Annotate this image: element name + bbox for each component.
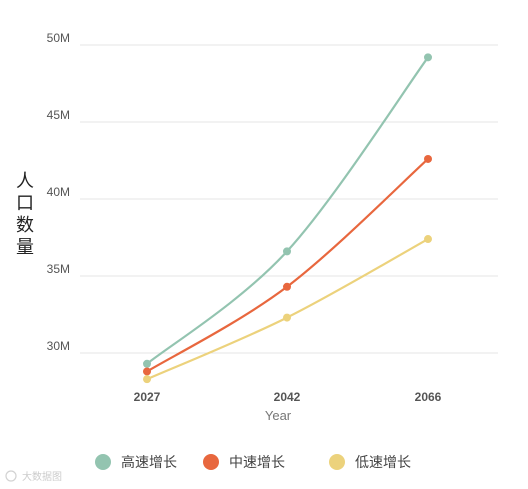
series-group bbox=[143, 53, 432, 384]
grid-lines bbox=[80, 44, 498, 354]
data-point bbox=[283, 282, 291, 291]
x-axis-ticks: 2027 2042 2066 bbox=[134, 390, 442, 404]
y-axis-title-char: 口 bbox=[16, 193, 34, 214]
y-tick-label: 40M bbox=[47, 185, 70, 199]
legend: 高速增长 中速增长 低速增长 bbox=[95, 454, 411, 471]
data-point bbox=[424, 53, 432, 62]
series-line bbox=[145, 237, 430, 381]
data-point bbox=[143, 359, 151, 368]
data-point bbox=[143, 375, 151, 384]
y-axis-title-char: 人 bbox=[16, 171, 34, 192]
y-axis-title-char: 数 bbox=[16, 215, 34, 236]
watermark: 大数据图 bbox=[5, 470, 62, 483]
x-tick-label: 2027 bbox=[134, 390, 161, 404]
legend-swatch bbox=[203, 454, 219, 470]
legend-swatch bbox=[329, 454, 345, 470]
x-axis-title: Year bbox=[265, 408, 292, 423]
y-tick-label: 45M bbox=[47, 108, 70, 122]
y-tick-label: 50M bbox=[47, 31, 70, 45]
y-axis-ticks: 30M 35M 40M 45M 50M bbox=[47, 31, 70, 353]
y-tick-label: 35M bbox=[47, 262, 70, 276]
data-point bbox=[283, 247, 291, 256]
y-tick-label: 30M bbox=[47, 339, 70, 353]
data-point bbox=[283, 313, 291, 322]
legend-label: 高速增长 bbox=[121, 454, 177, 471]
data-point bbox=[424, 154, 432, 163]
data-point bbox=[424, 235, 432, 244]
legend-label: 低速增长 bbox=[355, 455, 411, 471]
legend-label: 中速增长 bbox=[229, 455, 285, 471]
x-tick-label: 2066 bbox=[415, 390, 442, 404]
x-tick-label: 2042 bbox=[274, 390, 301, 404]
series-line bbox=[145, 157, 430, 373]
watermark-logo-icon bbox=[5, 470, 17, 482]
data-point bbox=[143, 367, 151, 376]
legend-swatch bbox=[95, 454, 111, 470]
watermark-text: 大数据图 bbox=[22, 470, 62, 483]
y-axis-title-char: 量 bbox=[16, 237, 34, 258]
